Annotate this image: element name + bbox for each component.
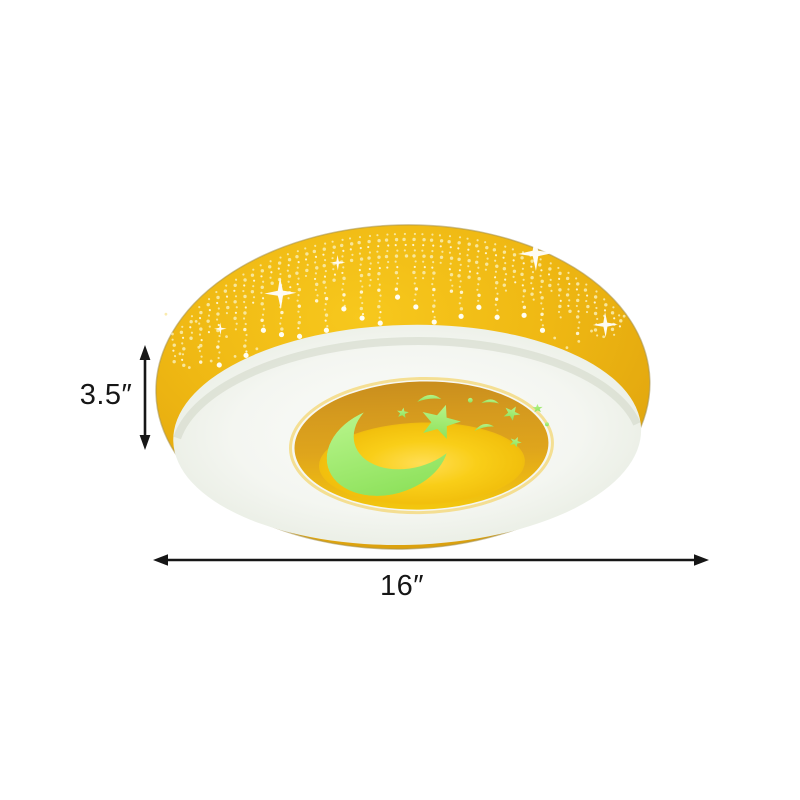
ceiling-light-fixture bbox=[155, 224, 651, 550]
width-dimension-label: 16″ bbox=[379, 570, 425, 602]
diffuser-top-shadow bbox=[173, 336, 641, 440]
center-disc-halo bbox=[288, 376, 554, 515]
width-dimension-arrow bbox=[153, 554, 709, 566]
dot-cutout bbox=[467, 397, 473, 403]
dot-cutout bbox=[544, 422, 549, 427]
crescent-moon-icon bbox=[326, 404, 449, 496]
height-dimension-label: 3.5″ bbox=[79, 379, 133, 411]
night-sky-cutouts bbox=[326, 394, 549, 496]
perforation-dots bbox=[164, 232, 626, 369]
height-dimension-arrow bbox=[139, 345, 151, 450]
